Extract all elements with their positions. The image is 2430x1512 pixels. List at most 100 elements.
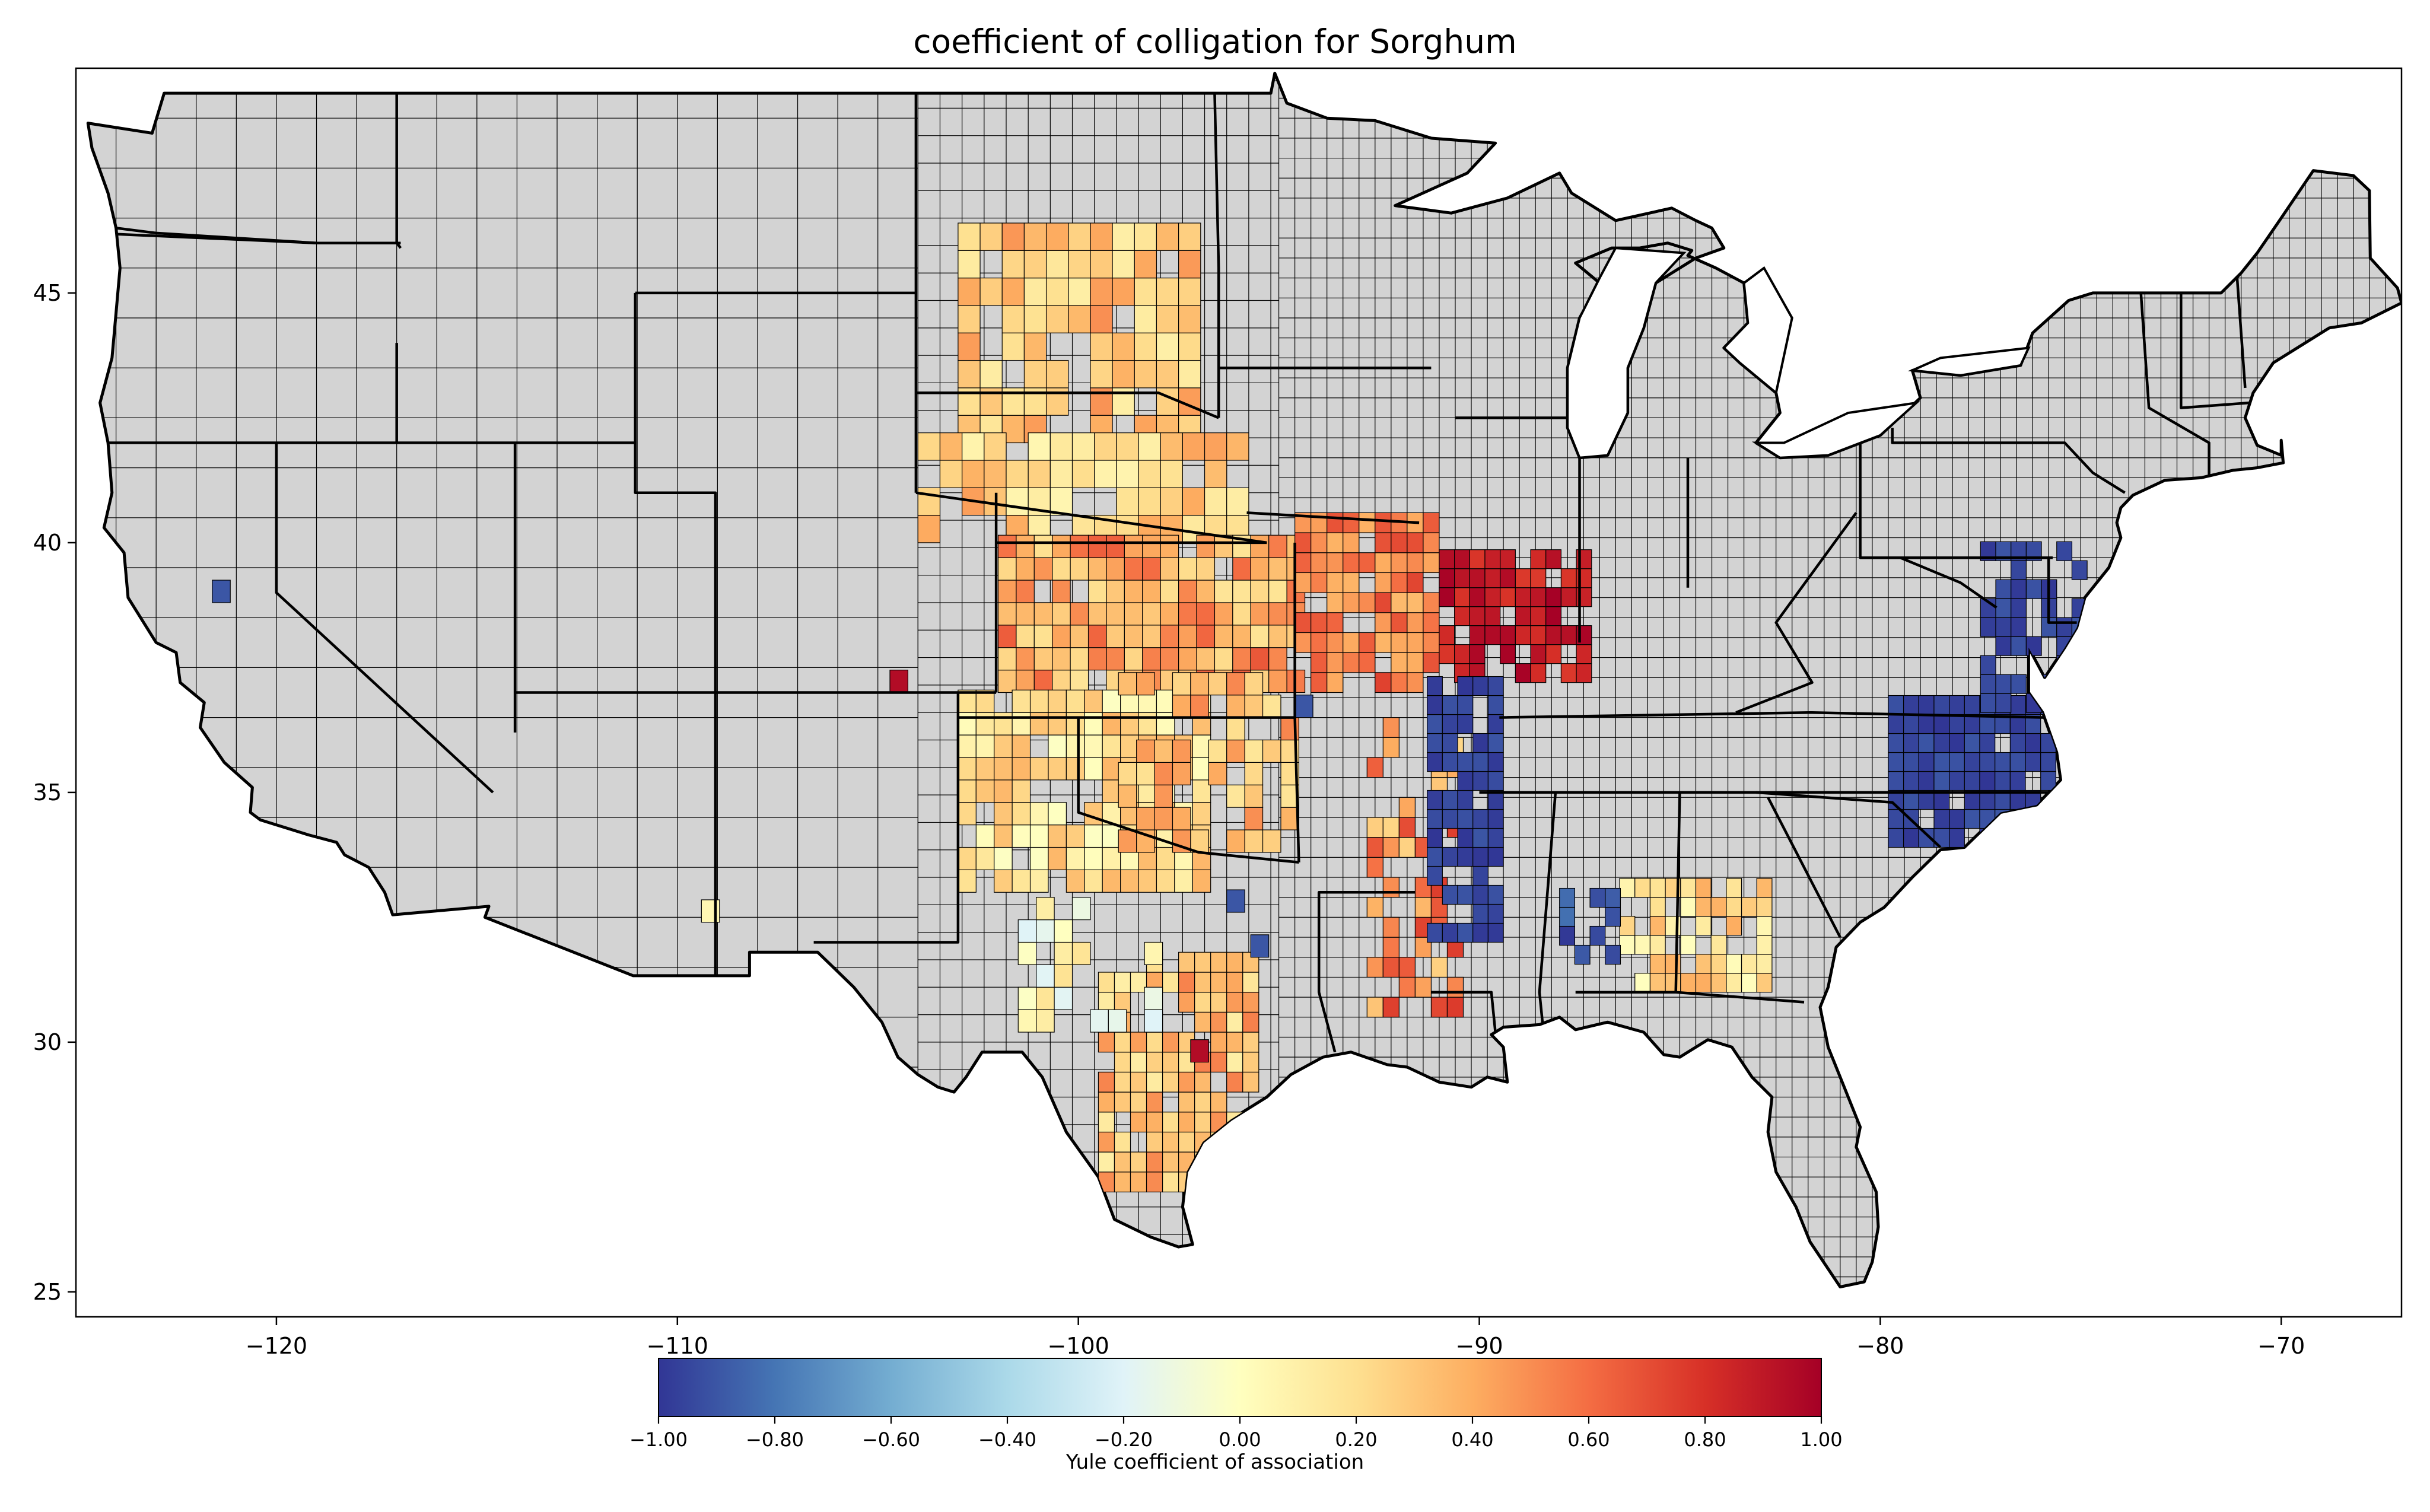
county-cell [1980,655,1996,675]
county-cell [994,712,1013,736]
county-cell [997,625,1017,648]
county-cell [1559,925,1575,946]
county-cell [1106,580,1125,603]
county-cell [1710,973,1727,993]
county-cell [1068,222,1091,251]
county-cell [1949,771,1965,791]
county-cell [1162,1071,1179,1093]
county-cell [1530,568,1547,588]
county-cell [1136,762,1155,785]
colorbar-tick-label: 0.20 [1335,1428,1377,1451]
county-cell [1070,647,1089,671]
county-cell [1695,897,1712,917]
county-cell [1106,647,1125,671]
county-cell [1242,1071,1259,1093]
county-cell [1208,739,1227,763]
county-cell [2025,752,2041,772]
county-cell [997,647,1017,671]
county-cell [1118,762,1137,785]
county-cell [1071,941,1091,965]
county-cell [1084,825,1103,848]
county-cell [1023,359,1047,389]
county-cell [1154,784,1173,808]
county-cell [1102,712,1121,736]
county-cell [1192,802,1211,826]
county-cell [1029,689,1049,713]
county-cell [1178,359,1201,389]
county-cell [1545,606,1561,626]
county-cell [2009,752,2026,772]
county-cell [1142,625,1161,648]
county-cell [1194,992,1211,1013]
county-cell [2071,560,2088,580]
county-cell [1192,869,1211,893]
county-cell [1090,222,1113,251]
county-cell [1343,592,1360,613]
county-cell [1172,695,1191,718]
county-cell [1530,625,1547,645]
colorbar [658,1358,1822,1417]
county-cell [1029,757,1049,781]
county-cell [1178,1112,1195,1133]
county-cell [1605,906,1621,927]
county-cell [1545,549,1561,569]
county-cell [1294,532,1312,553]
county-cell [962,460,985,488]
county-cell [1366,997,1383,1018]
county-cell [1888,771,1904,791]
county-cell [1016,580,1035,603]
county-cell [1545,587,1561,607]
county-cell [1118,672,1137,696]
county-cell [917,432,941,461]
county-cell [1423,592,1440,613]
county-cell [1178,602,1197,626]
county-cell [1130,1052,1147,1073]
county-cell [1469,568,1486,588]
county-cell [1146,1052,1163,1073]
county-cell [1726,897,1742,917]
county-cell [1087,625,1107,648]
county-cell [1114,1091,1131,1113]
county-cell [962,432,985,461]
county-cell [994,802,1013,826]
county-cell [1454,549,1470,569]
county-cell [1012,734,1031,758]
lake [1907,346,2031,377]
county-cell [1366,957,1383,978]
county-cell [1484,625,1501,645]
county-cell [1268,625,1287,648]
county-cell [1156,846,1175,871]
county-cell [1114,1131,1131,1153]
county-cell [1178,1091,1195,1113]
county-cell [1134,222,1157,251]
county-cell [1472,733,1488,753]
county-cell [1130,1091,1147,1113]
county-cell [1327,592,1344,613]
county-cell [1130,1071,1147,1093]
county-cell [1680,973,1697,993]
county-cell [1001,222,1025,251]
county-cell [1427,714,1443,734]
county-cell [1343,552,1360,574]
county-cell [1589,925,1606,946]
county-cell [1178,1131,1195,1153]
county-cell [1995,693,2012,713]
county-cell [1423,652,1440,673]
county-cell [1442,846,1458,867]
county-cell [1084,689,1103,713]
county-cell [1178,951,1195,973]
county-cell [1084,757,1103,781]
county-cell [1134,278,1157,306]
county-cell [1964,733,1980,753]
county-cell [1112,332,1135,361]
county-cell [1160,534,1179,558]
county-cell [1048,802,1067,826]
county-cell [1134,359,1157,389]
county-cell [917,514,941,543]
county-cell [1268,557,1287,581]
county-cell [1430,957,1448,978]
county-cell [1029,802,1049,826]
county-cell [1903,714,1919,734]
county-cell [1250,534,1270,558]
county-cell [1903,827,1919,848]
